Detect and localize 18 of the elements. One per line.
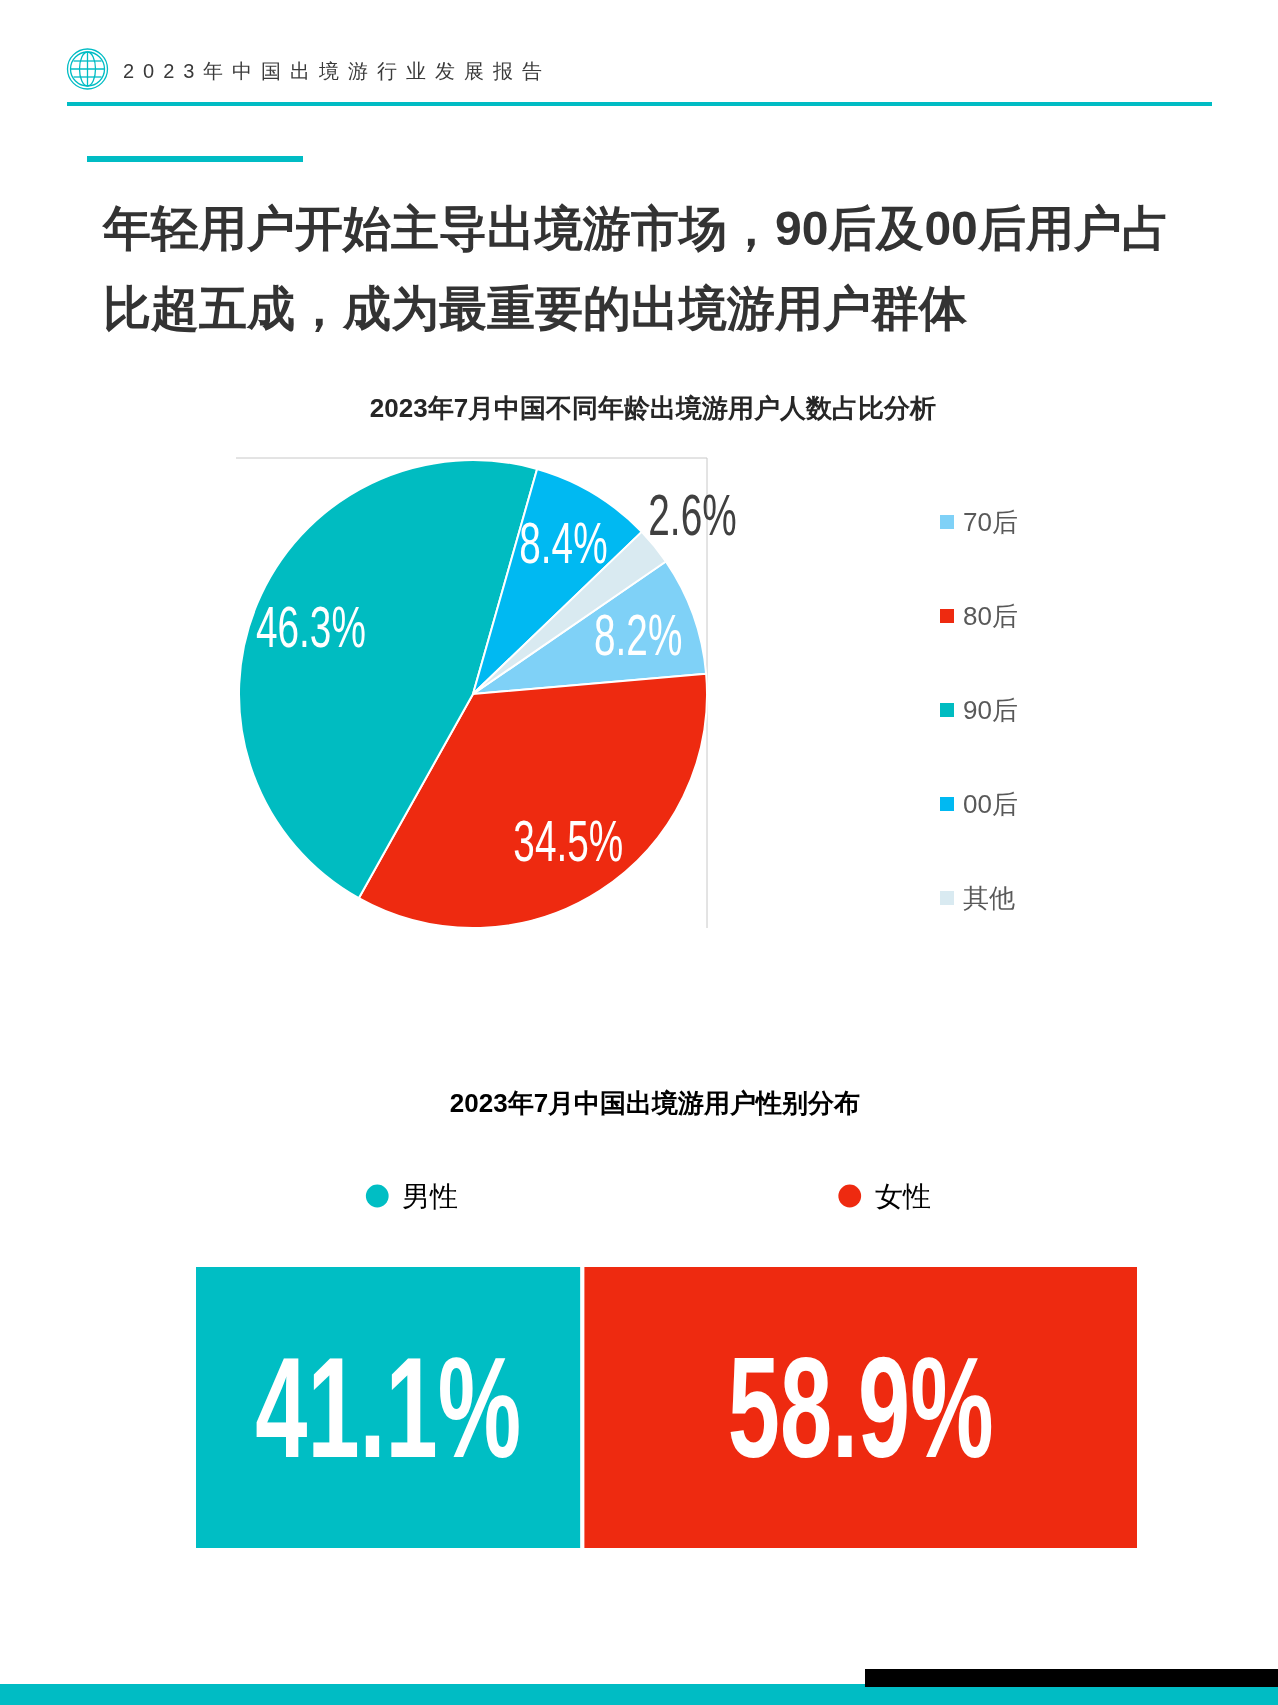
data-label: 8.4% [519,512,608,576]
legend-label: 男性 [402,1180,459,1212]
data-label: 8.2% [594,603,683,667]
legend-label: 90后 [963,695,1018,725]
text: 年轻用户开始主导出境游市场，90后及00后用户占比超五成，成为最重要的出境游用户群体 [101,201,1170,335]
data-label: 46.3% [255,595,366,659]
legend-label: 70后 [963,507,1018,537]
legend-label: 00后 [963,789,1018,819]
chart-title: 2023年7月中国不同年龄出境游用户人数占比分析 [369,393,937,423]
data-label: 58.9% [727,1328,994,1487]
data-label: 2.6% [648,483,737,547]
data-label: 34.5% [513,809,624,873]
text: 2023年中国出境游行业发展报告 [123,60,552,82]
series-label: 女性 [874,1180,931,1212]
data-label: 41.1% [255,1328,522,1487]
legend-label: 其他 [963,883,1015,913]
legend-label: 80后 [963,601,1018,631]
chart-title: 2023年7月中国出境游用户性别分布 [449,1088,861,1118]
